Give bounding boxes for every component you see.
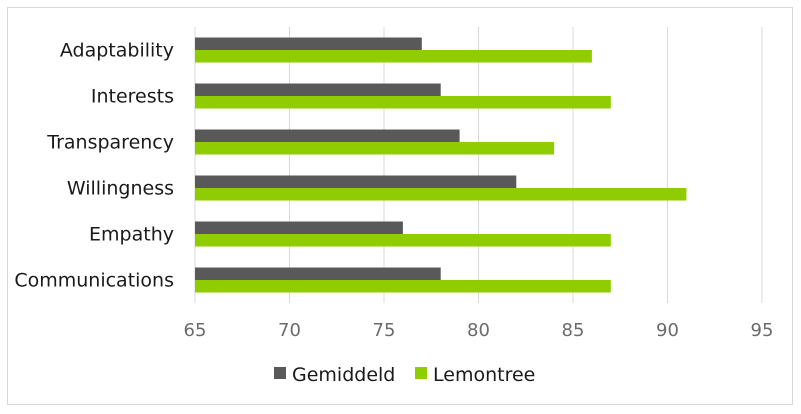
bar-lemontree-communications xyxy=(195,280,611,293)
bars xyxy=(195,37,687,293)
bar-gemiddeld-empathy xyxy=(195,221,403,234)
x-tick-70: 70 xyxy=(278,320,301,341)
legend: Gemiddeld Lemontree xyxy=(274,364,535,386)
category-label-empathy: Empathy xyxy=(89,224,174,246)
bar-gemiddeld-transparency xyxy=(195,129,460,142)
category-label-interests: Interests xyxy=(91,86,174,108)
x-tick-85: 85 xyxy=(562,320,585,341)
category-label-communications: Communications xyxy=(14,270,174,292)
bar-lemontree-empathy xyxy=(195,234,611,247)
legend-label-gemiddeld: Gemiddeld xyxy=(292,364,395,386)
chart-frame xyxy=(7,7,793,405)
x-tick-80: 80 xyxy=(467,320,490,341)
x-tick-65: 65 xyxy=(184,320,207,341)
legend-swatch-lemontree xyxy=(415,367,427,379)
x-tick-95: 95 xyxy=(751,320,774,341)
gridlines xyxy=(194,27,763,303)
bar-gemiddeld-willingness xyxy=(195,175,517,188)
legend-swatch-gemiddeld xyxy=(274,367,286,379)
bar-lemontree-adaptability xyxy=(195,50,592,63)
bar-lemontree-willingness xyxy=(195,188,687,201)
category-label-willingness: Willingness xyxy=(67,178,174,200)
category-label-adaptability: Adaptability xyxy=(60,40,174,62)
bar-lemontree-transparency xyxy=(195,142,555,155)
bar-lemontree-interests xyxy=(195,96,611,109)
category-label-transparency: Transparency xyxy=(46,132,174,154)
bar-gemiddeld-interests xyxy=(195,83,441,96)
x-tick-90: 90 xyxy=(656,320,679,341)
legend-label-lemontree: Lemontree xyxy=(433,364,535,386)
x-tick-labels: 65 70 75 80 85 90 95 xyxy=(184,320,774,341)
bar-gemiddeld-adaptability xyxy=(195,37,422,50)
category-labels: Adaptability Interests Transparency Willing… xyxy=(14,40,174,292)
bar-gemiddeld-communications xyxy=(195,267,441,280)
x-tick-75: 75 xyxy=(373,320,396,341)
